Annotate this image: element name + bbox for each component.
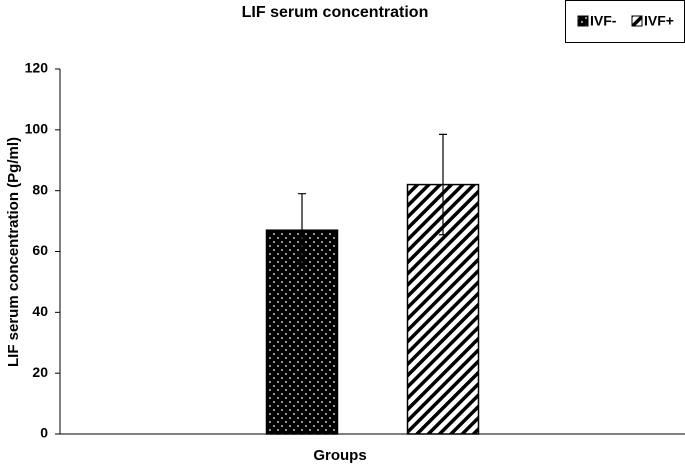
y-tick-label: 0 <box>40 425 48 441</box>
legend-swatch <box>577 15 589 27</box>
y-tick-label: 40 <box>32 303 48 319</box>
error-bar <box>439 133 447 236</box>
y-tick-label: 80 <box>32 181 48 197</box>
y-axis-label: LIF serum concentration (Pg/ml) <box>5 137 22 367</box>
legend-label: IVF+ <box>644 13 674 29</box>
chart-title: LIF serum concentration <box>242 4 429 21</box>
error-bar <box>298 193 306 268</box>
legend-swatch <box>631 15 643 27</box>
legend-label: IVF- <box>590 13 617 29</box>
y-tick-label: 120 <box>25 60 49 76</box>
y-tick-label: 100 <box>25 121 49 137</box>
x-axis-label: Groups <box>313 447 366 464</box>
y-tick-label: 20 <box>32 364 48 380</box>
y-tick-label: 60 <box>32 242 48 258</box>
